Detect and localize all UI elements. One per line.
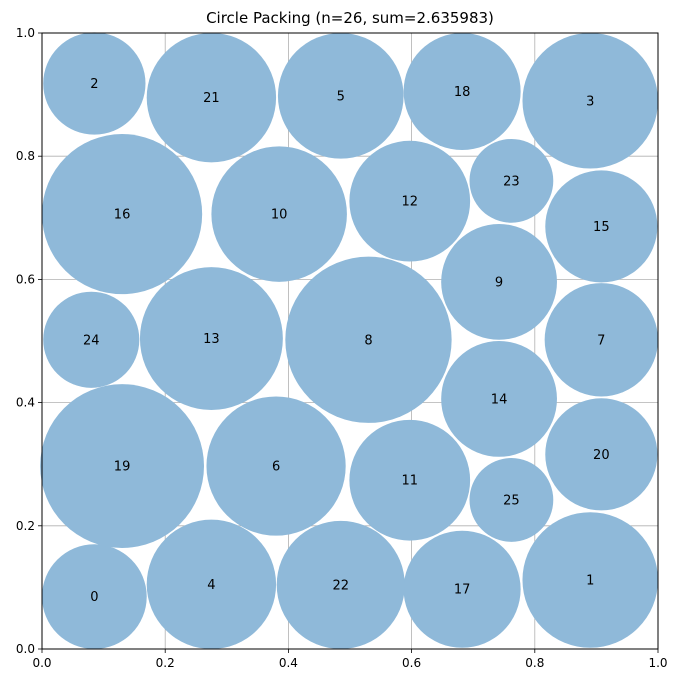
circle-24	[43, 291, 140, 388]
circle-12	[349, 140, 471, 262]
circle-label-9: 9	[495, 275, 503, 290]
circle-8	[285, 256, 452, 423]
circle-label-24: 24	[83, 333, 100, 348]
circle-label-10: 10	[271, 208, 288, 223]
circle-25	[469, 458, 554, 542]
circle-label-23: 23	[503, 174, 520, 189]
circle-9	[441, 223, 557, 340]
circle-label-8: 8	[364, 333, 372, 348]
circle-20	[545, 398, 658, 511]
circle-label-25: 25	[503, 493, 520, 508]
circle-label-17: 17	[454, 583, 471, 598]
circle-label-3: 3	[586, 94, 594, 109]
y-tick-label: 0.2	[16, 519, 35, 533]
circle-label-16: 16	[114, 208, 131, 223]
circle-label-2: 2	[90, 77, 98, 92]
circle-17	[403, 530, 521, 648]
circle-label-4: 4	[207, 578, 215, 593]
circle-label-18: 18	[454, 85, 471, 100]
circle-16	[42, 134, 203, 295]
circle-label-22: 22	[332, 578, 349, 593]
y-tick-label: 1.0	[16, 26, 35, 40]
circle-label-6: 6	[272, 460, 280, 475]
circle-label-11: 11	[401, 474, 418, 489]
circle-6	[206, 396, 346, 536]
circle-21	[146, 33, 277, 163]
circle-23	[469, 138, 554, 223]
circle-4	[146, 519, 277, 649]
y-tick-label: 0.0	[16, 642, 35, 656]
circle-label-1: 1	[586, 574, 594, 589]
x-tick-label: 0.6	[402, 656, 421, 670]
x-axis-ticks: 0.0 0.2 0.4 0.6 0.8 1.0	[32, 649, 668, 670]
x-tick-label: 1.0	[648, 656, 667, 670]
circle-15	[545, 170, 658, 283]
circle-label-19: 19	[114, 460, 131, 475]
chart-title: Circle Packing (n=26, sum=2.635983)	[206, 9, 494, 27]
circle-7	[544, 283, 658, 397]
circle-13	[139, 267, 283, 410]
circle-18	[403, 32, 521, 151]
circle-label-13: 13	[203, 332, 220, 347]
circle-1	[522, 512, 658, 648]
plot-frame	[41, 32, 659, 650]
x-tick-label: 0.0	[32, 656, 51, 670]
circle-label-7: 7	[597, 333, 605, 348]
circle-label-21: 21	[203, 91, 220, 106]
x-tick-label: 0.8	[525, 656, 544, 670]
circle-2	[43, 32, 146, 135]
circle-label-12: 12	[401, 195, 418, 210]
circles-layer	[40, 32, 658, 649]
y-tick-label: 0.6	[16, 272, 35, 286]
circle-5	[277, 33, 404, 159]
y-axis-ticks: 0.0 0.2 0.4 0.6 0.8 1.0	[16, 26, 42, 656]
circle-0	[42, 544, 147, 649]
circle-19	[40, 384, 205, 548]
circle-11	[349, 419, 471, 541]
circle-22	[276, 520, 405, 649]
circle-label-0: 0	[90, 590, 98, 605]
y-tick-label: 0.8	[16, 149, 35, 163]
circle-labels-layer: 0123456789101112131415161718192021222324…	[83, 77, 610, 605]
circle-label-14: 14	[491, 392, 508, 407]
y-tick-label: 0.4	[16, 396, 35, 410]
circle-10	[211, 146, 347, 282]
circle-3	[522, 33, 658, 169]
circle-label-15: 15	[593, 220, 610, 235]
circle-14	[441, 341, 557, 457]
circle-label-20: 20	[593, 448, 610, 463]
x-tick-label: 0.4	[279, 656, 298, 670]
circle-label-5: 5	[337, 89, 345, 104]
x-tick-label: 0.2	[156, 656, 175, 670]
